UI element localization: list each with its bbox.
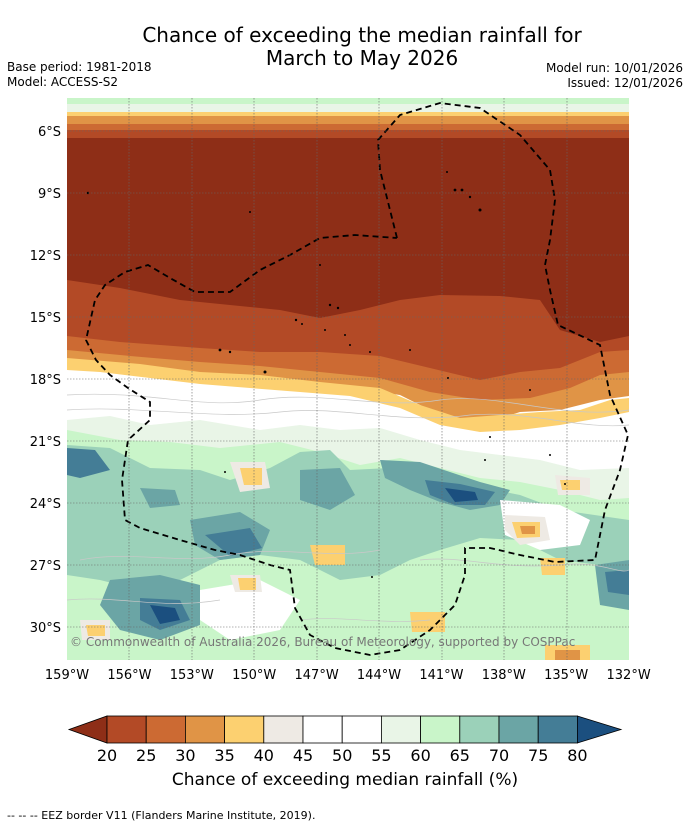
colorbar-tick: 55	[371, 746, 391, 765]
meta-left: Base period: 1981-2018 Model: ACCESS-S2	[7, 60, 152, 90]
colorbar-swatch	[341, 715, 382, 744]
base-period: Base period: 1981-2018	[7, 60, 152, 74]
lon-label: 138°W	[482, 668, 526, 683]
colorbar-extend-low	[67, 715, 108, 744]
colorbar-swatch	[184, 715, 225, 744]
colorbar-tick: 50	[332, 746, 352, 765]
colorbar-tick: 20	[97, 746, 117, 765]
colorbar-swatch	[380, 715, 421, 744]
model-name: Model: ACCESS-S2	[7, 75, 119, 89]
colorbar-tick: 40	[254, 746, 274, 765]
lon-label: 159°W	[45, 668, 89, 683]
colorbar-tick: 80	[567, 746, 587, 765]
lon-label: 132°W	[607, 668, 651, 683]
lat-label: 18°S	[30, 373, 61, 388]
colorbar-tick: 35	[214, 746, 234, 765]
title-line-2: March to May 2026	[265, 46, 459, 70]
colorbar-extend-high	[577, 715, 623, 744]
colorbar-tick: 45	[293, 746, 313, 765]
colorbar-tick: 60	[410, 746, 430, 765]
title-line-1: Chance of exceeding the median rainfall …	[142, 23, 582, 47]
colorbar-swatch	[302, 715, 343, 744]
eez-footnote: -- -- -- EEZ border V11 (Flanders Marine…	[7, 809, 316, 822]
colorbar-tick: 25	[136, 746, 156, 765]
colorbar	[67, 715, 623, 744]
colorbar-swatch	[459, 715, 500, 744]
colorbar-tick-labels: 20 25 30 35 40 45 50 55 60 65 70 75 80	[97, 746, 588, 765]
map-title: Chance of exceeding the median rainfall …	[0, 24, 690, 70]
lon-label: 147°W	[295, 668, 339, 683]
latitude-labels: 6°S 9°S 12°S 15°S 18°S 21°S 24°S 27°S 30°S	[30, 125, 61, 636]
colorbar-swatch	[224, 715, 265, 744]
issued-date: Issued: 12/01/2026	[567, 76, 683, 90]
lat-label: 30°S	[30, 621, 61, 636]
lat-label: 12°S	[30, 249, 61, 264]
islands	[86, 171, 566, 578]
colorbar-tick: 30	[175, 746, 195, 765]
colorbar-swatch	[106, 715, 147, 744]
lat-label: 15°S	[30, 311, 61, 326]
lon-label: 150°W	[232, 668, 276, 683]
lat-label: 24°S	[30, 497, 61, 512]
lon-label: 153°W	[170, 668, 214, 683]
colorbar-swatch	[420, 715, 461, 744]
lon-label: 135°W	[544, 668, 588, 683]
lat-label: 27°S	[30, 559, 61, 574]
colorbar-tick: 75	[528, 746, 548, 765]
colorbar-swatch	[537, 715, 578, 744]
colorbar-swatch	[263, 715, 304, 744]
colorbar-tick: 70	[489, 746, 509, 765]
longitude-labels: 159°W 156°W 153°W 150°W 147°W 144°W 141°W 138°W…	[45, 668, 651, 683]
lat-label: 21°S	[30, 435, 61, 450]
eez-border	[85, 102, 629, 656]
lon-label: 156°W	[107, 668, 151, 683]
colorbar-swatch	[498, 715, 539, 744]
lat-label: 6°S	[38, 125, 61, 140]
lon-label: 141°W	[419, 668, 463, 683]
model-run: Model run: 10/01/2026	[545, 61, 683, 75]
meta-right: Model run: 10/01/2026 Issued: 12/01/2026	[546, 61, 683, 91]
map-area	[67, 98, 629, 660]
colorbar-tick: 65	[450, 746, 470, 765]
colorbar-label: Chance of exceeding median rainfall (%)	[171, 770, 519, 790]
graticule	[67, 98, 629, 660]
lat-label: 9°S	[38, 187, 61, 202]
colorbar-swatch	[145, 715, 186, 744]
copyright-notice: © Commonwealth of Australia 2026, Bureau…	[70, 635, 575, 649]
lon-label: 144°W	[357, 668, 401, 683]
